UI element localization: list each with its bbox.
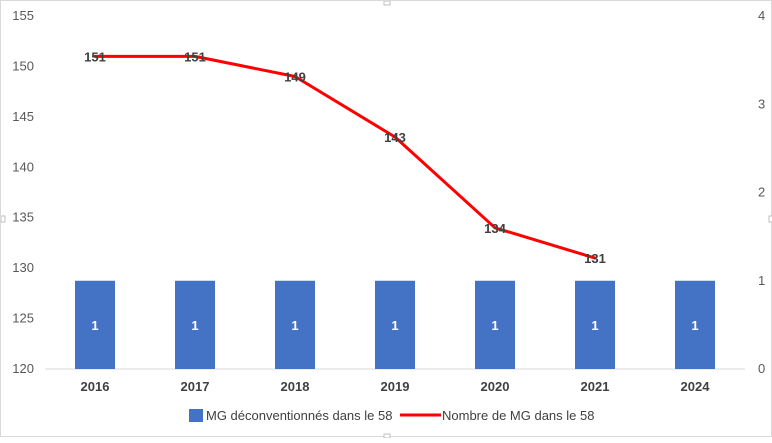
line-point bbox=[393, 135, 397, 139]
primary-axis-tick-label: 150 bbox=[12, 58, 34, 73]
x-axis: 2016 2017 2018 2019 2020 2021 2024 bbox=[45, 368, 745, 394]
bar-data-label: 1 bbox=[591, 318, 598, 333]
bar bbox=[575, 280, 615, 369]
line-point bbox=[193, 54, 197, 58]
line-data-label: 131 bbox=[584, 251, 606, 266]
resize-handle-right[interactable] bbox=[768, 215, 772, 223]
x-axis-tick-label: 2021 bbox=[581, 379, 610, 394]
bar bbox=[75, 280, 115, 369]
bar-data-label: 1 bbox=[291, 318, 298, 333]
line-series bbox=[93, 54, 597, 260]
secondary-axis-tick-label: 4 bbox=[758, 8, 765, 23]
bar-data-label: 1 bbox=[491, 318, 498, 333]
primary-y-axis: 120 125 130 135 140 145 150 155 bbox=[12, 8, 34, 376]
primary-axis-tick-label: 130 bbox=[12, 260, 34, 275]
primary-axis-tick-label: 125 bbox=[12, 311, 34, 326]
primary-axis-tick-label: 155 bbox=[12, 8, 34, 23]
x-axis-tick-label: 2024 bbox=[681, 379, 711, 394]
bar bbox=[375, 280, 415, 369]
line-point bbox=[293, 75, 297, 79]
x-axis-tick-label: 2016 bbox=[81, 379, 110, 394]
bar bbox=[175, 280, 215, 369]
bar-series bbox=[75, 280, 715, 369]
line-series-path bbox=[95, 54, 596, 260]
x-axis-tick-label: 2020 bbox=[481, 379, 510, 394]
secondary-axis-tick-label: 0 bbox=[758, 361, 765, 376]
x-axis-tick-label: 2018 bbox=[281, 379, 310, 394]
x-axis-tick-label: 2017 bbox=[181, 379, 210, 394]
secondary-axis-tick-label: 1 bbox=[758, 273, 765, 288]
bar bbox=[475, 280, 515, 369]
primary-axis-tick-label: 120 bbox=[12, 361, 34, 376]
secondary-y-axis: 0 1 2 3 4 bbox=[758, 8, 765, 376]
legend-bar-swatch bbox=[189, 409, 203, 422]
line-data-label: 149 bbox=[284, 70, 306, 85]
x-axis-tick-label: 2019 bbox=[381, 379, 410, 394]
bar-data-label: 1 bbox=[91, 318, 98, 333]
line-data-label: 143 bbox=[384, 130, 406, 145]
line-point bbox=[593, 256, 597, 260]
bar bbox=[675, 280, 715, 369]
bar-data-label: 1 bbox=[691, 318, 698, 333]
resize-handle-bottom[interactable] bbox=[383, 433, 391, 439]
secondary-axis-tick-label: 3 bbox=[758, 96, 765, 111]
resize-handle-top[interactable] bbox=[383, 0, 391, 6]
primary-axis-tick-label: 135 bbox=[12, 210, 34, 225]
bar-data-label: 1 bbox=[191, 318, 198, 333]
line-point bbox=[493, 226, 497, 230]
line-point bbox=[93, 54, 97, 58]
data-labels: 1 1 1 1 1 1 1 151 151 149 143 134 131 bbox=[84, 49, 698, 333]
primary-axis-tick-label: 145 bbox=[12, 109, 34, 124]
line-data-label: 151 bbox=[184, 49, 206, 64]
legend: MG déconventionnés dans le 58 Nombre de … bbox=[189, 408, 594, 423]
legend-line-label: Nombre de MG dans le 58 bbox=[442, 408, 594, 423]
bar-data-label: 1 bbox=[391, 318, 398, 333]
resize-handle-left[interactable] bbox=[0, 215, 6, 223]
line-data-label: 134 bbox=[484, 221, 506, 236]
line-data-label: 151 bbox=[84, 49, 106, 64]
legend-bar-label: MG déconventionnés dans le 58 bbox=[206, 408, 392, 423]
bar bbox=[275, 280, 315, 369]
secondary-axis-tick-label: 2 bbox=[758, 185, 765, 200]
primary-axis-tick-label: 140 bbox=[12, 159, 34, 174]
